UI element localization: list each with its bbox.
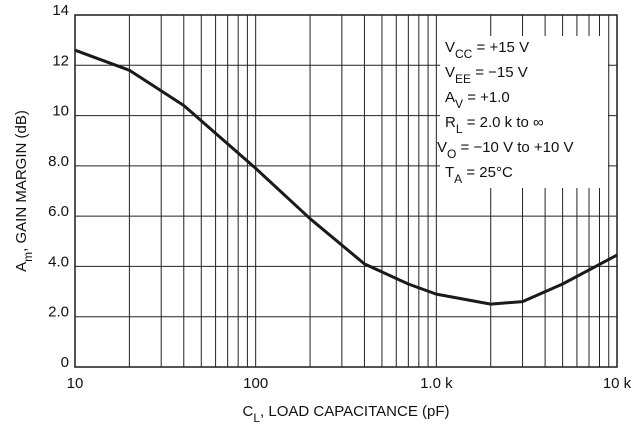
x-tick-label: 10 bbox=[67, 375, 84, 392]
x-axis-label: CL, LOAD CAPACITANCE (pF) bbox=[242, 403, 449, 425]
x-axis-label-main: C bbox=[242, 403, 253, 420]
x-tick-label: 10 k bbox=[603, 375, 632, 392]
annotation-main: V bbox=[437, 139, 447, 156]
annotation-rest: = 2.0 k to ∞ bbox=[463, 114, 544, 131]
annotation-sub: L bbox=[456, 122, 463, 136]
y-tick-label: 6.0 bbox=[48, 203, 69, 220]
y-tick-label: 8.0 bbox=[48, 153, 69, 170]
y-tick-label: 14 bbox=[52, 2, 69, 19]
annotation-main: V bbox=[445, 64, 455, 81]
y-tick-label: 0 bbox=[61, 354, 69, 371]
annotation-sub: V bbox=[455, 97, 463, 111]
annotation-sub: CC bbox=[455, 47, 473, 61]
y-tick-label: 2.0 bbox=[48, 304, 69, 321]
annotation: VO = −10 V to +10 V bbox=[437, 139, 574, 161]
x-axis-label-sub: L bbox=[253, 411, 260, 425]
annotation-rest: = 25°C bbox=[462, 164, 513, 181]
annotation-rest: = +15 V bbox=[472, 39, 529, 56]
x-tick-label: 1.0 k bbox=[420, 375, 453, 392]
y-axis-label-sub: m bbox=[21, 252, 35, 262]
annotation-sub: O bbox=[447, 147, 456, 161]
annotation-main: R bbox=[445, 114, 456, 131]
x-axis-label-rest: , LOAD CAPACITANCE (pF) bbox=[260, 403, 449, 420]
y-axis-label: Am, GAIN MARGIN (dB) bbox=[13, 110, 35, 272]
y-axis-label-rest: , GAIN MARGIN (dB) bbox=[13, 110, 30, 252]
annotation-main: T bbox=[445, 164, 454, 181]
y-tick-label: 10 bbox=[52, 103, 69, 120]
annotation-main: V bbox=[445, 39, 455, 56]
x-tick-label: 100 bbox=[243, 375, 268, 392]
y-tick-label: 4.0 bbox=[48, 253, 69, 270]
annotation-sub: A bbox=[454, 172, 462, 186]
annotation-rest: = −15 V bbox=[471, 64, 528, 81]
annotation: TA = 25°C bbox=[445, 164, 513, 186]
annotation: VCC = +15 V bbox=[445, 39, 529, 61]
annotation-box bbox=[440, 36, 608, 188]
annotation: RL = 2.0 k to ∞ bbox=[445, 114, 544, 136]
annotation-rest: = +1.0 bbox=[463, 89, 510, 106]
annotation-main: A bbox=[445, 89, 455, 106]
line bbox=[74, 48, 618, 306]
y-axis-label-main: A bbox=[13, 262, 30, 272]
annotation: AV = +1.0 bbox=[445, 89, 510, 111]
annotation-rest: = −10 V to +10 V bbox=[456, 139, 573, 156]
y-tick-label: 12 bbox=[52, 52, 69, 69]
annotation: VEE = −15 V bbox=[445, 64, 528, 86]
annotation-sub: EE bbox=[455, 72, 471, 86]
